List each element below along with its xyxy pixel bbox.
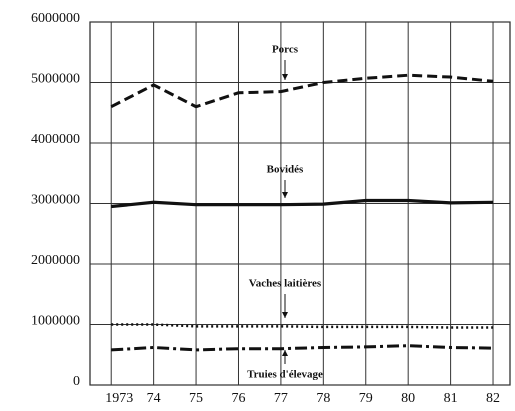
arrow-head bbox=[282, 312, 288, 318]
x-tick-label: 80 bbox=[401, 391, 415, 406]
arrow-head bbox=[282, 350, 288, 356]
arrow-head bbox=[282, 74, 288, 80]
x-tick-label: 77 bbox=[274, 391, 288, 406]
series-label: Porcs bbox=[272, 44, 299, 56]
y-tick-label: 4000000 bbox=[31, 132, 80, 147]
x-tick-label: 1973 bbox=[105, 391, 133, 406]
y-tick-label: 3000000 bbox=[31, 193, 80, 208]
x-tick-label: 82 bbox=[486, 391, 500, 406]
y-tick-label: 2000000 bbox=[31, 253, 80, 268]
series-line bbox=[110, 73, 494, 109]
series-label: Vaches laitières bbox=[249, 278, 322, 290]
series-line bbox=[111, 344, 494, 352]
x-tick-label: 81 bbox=[444, 391, 458, 406]
y-tick-label: 6000000 bbox=[31, 11, 80, 26]
series-label: Bovidés bbox=[267, 164, 304, 176]
x-tick-label: 74 bbox=[147, 391, 161, 406]
arrow-head bbox=[282, 192, 288, 198]
x-tick-label: 75 bbox=[189, 391, 203, 406]
series-label: Truies d'élevage bbox=[247, 369, 323, 381]
series-line bbox=[111, 323, 494, 329]
y-tick-label: 0 bbox=[73, 374, 80, 389]
y-tick-label: 5000000 bbox=[31, 72, 80, 87]
series-line bbox=[111, 198, 494, 209]
y-tick-label: 1000000 bbox=[31, 314, 80, 329]
x-tick-label: 79 bbox=[359, 391, 373, 406]
x-tick-label: 76 bbox=[231, 391, 245, 406]
x-tick-label: 78 bbox=[316, 391, 330, 406]
